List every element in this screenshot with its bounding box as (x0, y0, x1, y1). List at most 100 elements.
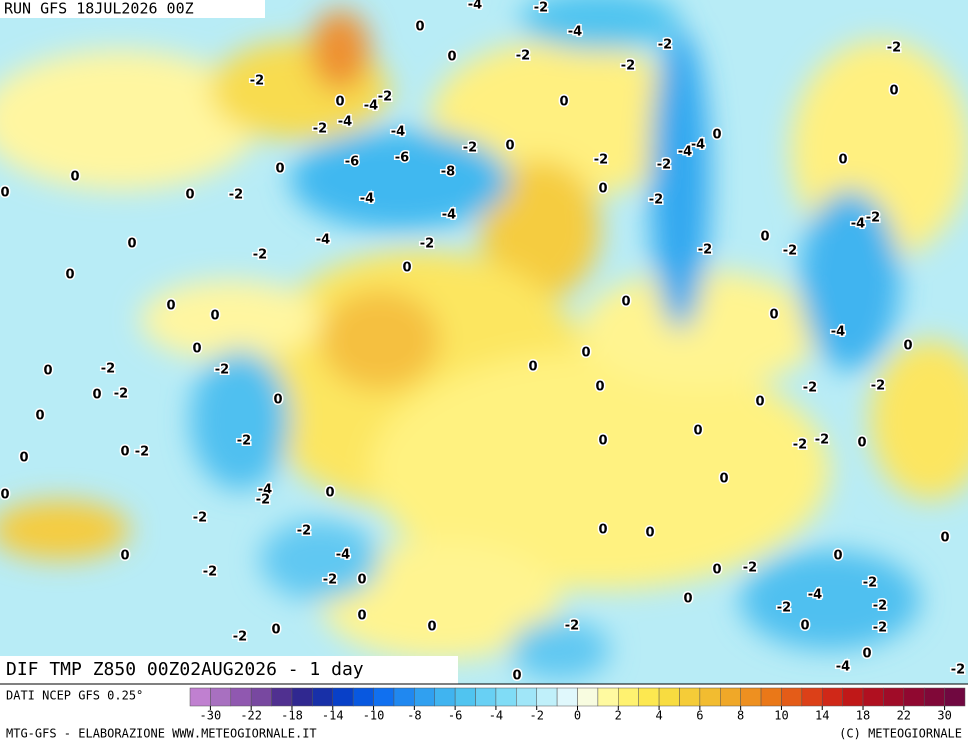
contour-label: 0 (800, 619, 809, 634)
contour-label: -6 (345, 155, 359, 170)
contour-label: -4 (338, 115, 352, 130)
legend-tick-label: 22 (897, 709, 911, 723)
contour-label: 0 (645, 526, 654, 541)
contour-label: -2 (256, 493, 270, 508)
legend-swatch (760, 687, 782, 707)
contour-label: 0 (70, 170, 79, 185)
legend-swatch (699, 687, 721, 707)
legend-swatch (556, 687, 578, 707)
contour-label: -2 (534, 1, 548, 16)
contour-label: 0 (769, 308, 778, 323)
legend-tick-label: 2 (615, 709, 622, 723)
legend-tick-label: 10 (774, 709, 788, 723)
contour-label: -2 (793, 438, 807, 453)
contour-label: 0 (833, 549, 842, 564)
contour-label: -2 (233, 630, 247, 645)
contour-label: -4 (360, 192, 374, 207)
contour-label: 0 (857, 436, 866, 451)
contour-label: 0 (581, 346, 590, 361)
legend-swatch (679, 687, 701, 707)
legend-swatch (597, 687, 619, 707)
contour-label: -4 (468, 0, 482, 13)
contour-label: -2 (516, 49, 530, 64)
legend-swatch (862, 687, 884, 707)
legend-tick-label: -2 (529, 709, 543, 723)
contour-label: 0 (838, 153, 847, 168)
contour-label: -4 (568, 25, 582, 40)
contour-label: 0 (595, 380, 604, 395)
contour-label: -4 (808, 588, 822, 603)
legend-swatch (271, 687, 293, 707)
contour-label: -4 (691, 138, 705, 153)
color-legend: -30 -22 -18 -14 -10 -8 -6 -4 -2 0 2 4 6 8 10 14 18 22 30 (189, 687, 966, 723)
legend-tick-label: -14 (322, 709, 344, 723)
legend-swatch (393, 687, 415, 707)
legend-swatch (577, 687, 599, 707)
contour-label: 0 (693, 424, 702, 439)
legend-tick-label: -4 (489, 709, 503, 723)
contour-label: -2 (621, 59, 635, 74)
legend-swatch (373, 687, 395, 707)
contour-label: 0 (335, 95, 344, 110)
contour-label: 0 (185, 188, 194, 203)
contour-label: 0 (505, 139, 514, 154)
legend-swatch (618, 687, 639, 707)
contour-label: 0 (192, 342, 201, 357)
legend-swatch (516, 687, 537, 707)
contour-label: 0 (120, 549, 129, 564)
contour-label: -2 (215, 363, 229, 378)
legend-swatch (495, 687, 517, 707)
contour-label: 0 (862, 647, 871, 662)
contour-label: 0 (43, 364, 52, 379)
legend-swatch (352, 687, 374, 707)
contour-label: -2 (698, 243, 712, 258)
legend-tick-label: 8 (737, 709, 744, 723)
contour-label: -4 (391, 125, 405, 140)
contour-label: 0 (528, 360, 537, 375)
contour-label: -2 (135, 445, 149, 460)
contour-label: 0 (598, 182, 607, 197)
legend-tick-label: 4 (655, 709, 662, 723)
contour-label: -8 (441, 165, 455, 180)
legend-tick-label: -8 (407, 709, 421, 723)
contour-label: 0 (357, 573, 366, 588)
contour-label: -4 (336, 548, 350, 563)
legend-swatch (189, 687, 211, 707)
map-field (0, 0, 968, 684)
map-title: DIF TMP Z850 00Z02AUG2026 - 1 day (6, 659, 364, 680)
contour-label: -2 (777, 601, 791, 616)
contour-label: 0 (210, 309, 219, 324)
contour-label: -2 (463, 141, 477, 156)
contour-label: -4 (442, 208, 456, 223)
contour-label: 0 (19, 451, 28, 466)
contour-label: -2 (873, 599, 887, 614)
contour-label: 0 (755, 395, 764, 410)
legend-swatch (312, 687, 334, 707)
contour-label: -2 (253, 248, 267, 263)
contour-label: -2 (229, 188, 243, 203)
contour-labels: -4 -2-40-2-20-2-2-2-20 -4 00-2 -4-40-20-4-4-… (0, 0, 967, 685)
contour-label: 0 (65, 268, 74, 283)
legend-tick-label: -22 (240, 709, 262, 723)
source-label: DATI NCEP GFS 0.25° (6, 689, 143, 703)
contour-label: -2 (863, 576, 877, 591)
legend-swatch (230, 687, 252, 707)
legend-swatch (475, 687, 497, 707)
contour-label: -4 (831, 325, 845, 340)
title-box (0, 656, 458, 684)
legend-tick-label: 0 (574, 709, 581, 723)
contour-label: -2 (565, 619, 579, 634)
contour-label: 0 (325, 486, 334, 501)
contour-label: 0 (940, 531, 949, 546)
contour-label: -2 (873, 621, 887, 636)
legend-swatch (821, 687, 843, 707)
contour-label: 0 (0, 186, 9, 201)
legend-tick-label: 30 (937, 709, 951, 723)
legend-tick-label: 18 (856, 709, 870, 723)
contour-label: 0 (712, 563, 721, 578)
contour-label: -2 (378, 90, 392, 105)
legend-swatch (944, 687, 966, 707)
contour-label: 0 (0, 488, 9, 503)
legend-swatch (903, 687, 925, 707)
contour-label: -4 (836, 660, 850, 675)
